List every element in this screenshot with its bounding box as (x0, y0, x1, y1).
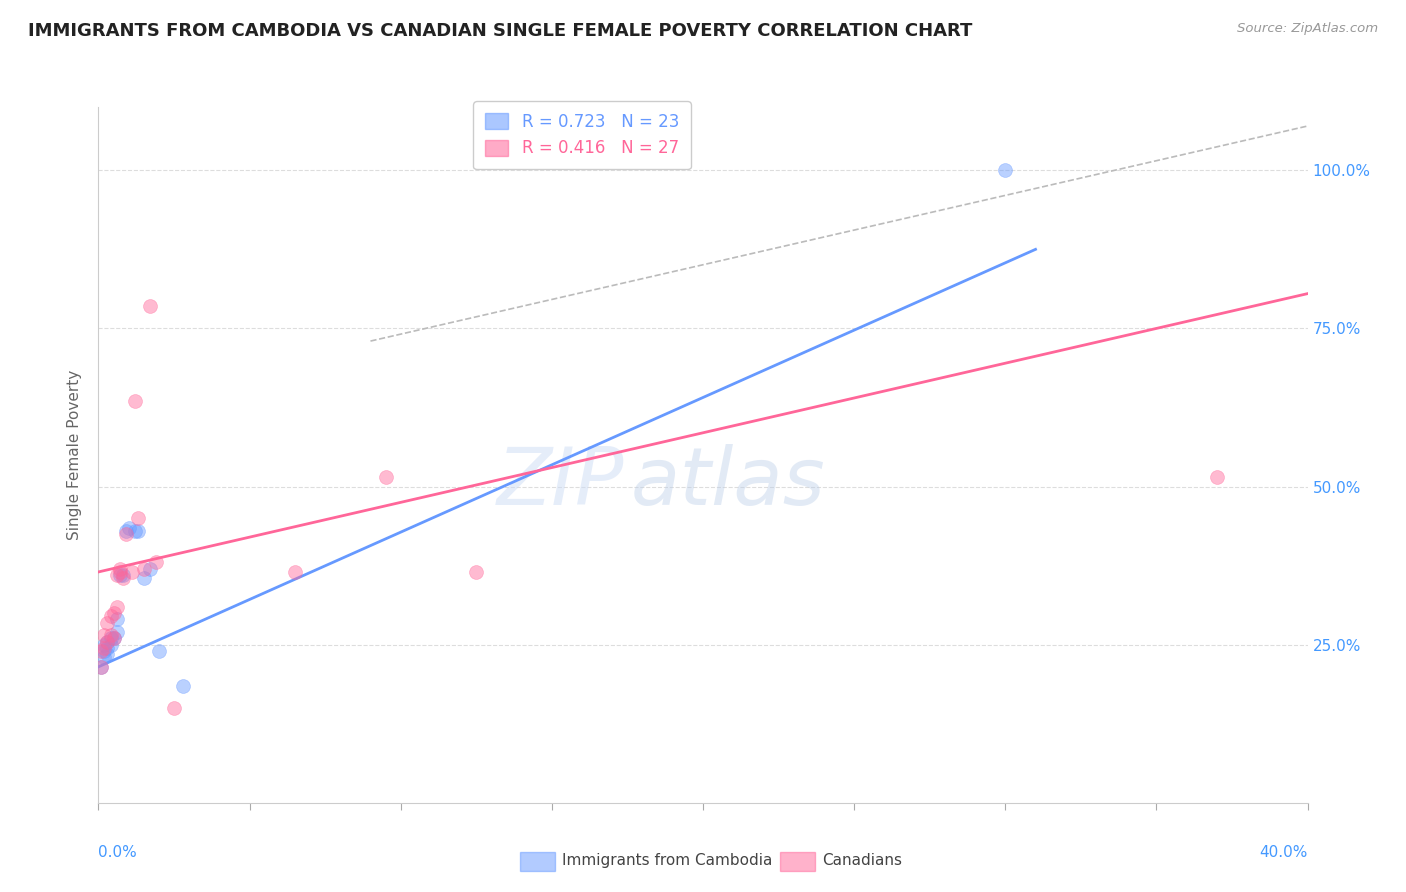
Text: Canadians: Canadians (823, 854, 903, 868)
Point (114, 527, 136, 541)
Point (111, 568, 134, 582)
Point (105, 612, 128, 626)
Point (93, 638, 115, 652)
Point (124, 524, 146, 538)
Point (90, 660, 112, 674)
Point (90, 660, 112, 674)
Point (100, 632, 122, 646)
Point (139, 562, 162, 576)
Point (465, 565, 488, 579)
Point (172, 679, 194, 693)
Point (105, 568, 128, 582)
Text: 0.0%: 0.0% (98, 845, 138, 860)
Point (111, 571, 134, 585)
Point (127, 524, 149, 538)
Point (96, 640, 118, 655)
Text: Immigrants from Cambodia: Immigrants from Cambodia (562, 854, 773, 868)
Point (100, 638, 122, 652)
Point (105, 625, 128, 640)
Point (284, 565, 307, 579)
Point (96, 634, 118, 648)
Point (108, 568, 131, 582)
Point (132, 562, 155, 576)
Point (96, 647, 118, 661)
Point (374, 470, 396, 484)
Point (103, 632, 125, 646)
Point (1206, 470, 1229, 484)
Point (108, 562, 131, 576)
Point (105, 599, 128, 614)
Point (127, 511, 149, 525)
Point (994, 163, 1017, 178)
Point (118, 521, 141, 535)
Y-axis label: Single Female Poverty: Single Female Poverty (67, 370, 83, 540)
Point (121, 565, 143, 579)
Text: Source: ZipAtlas.com: Source: ZipAtlas.com (1237, 22, 1378, 36)
Point (93, 628, 115, 642)
Text: ZIP: ZIP (498, 443, 624, 522)
Point (96, 634, 118, 648)
Point (93, 644, 115, 658)
Point (108, 565, 131, 579)
Point (148, 644, 170, 658)
Point (90, 644, 112, 658)
Point (100, 609, 122, 624)
Text: IMMIGRANTS FROM CAMBODIA VS CANADIAN SINGLE FEMALE POVERTY CORRELATION CHART: IMMIGRANTS FROM CAMBODIA VS CANADIAN SIN… (28, 22, 973, 40)
Point (93, 640, 115, 655)
Text: 40.0%: 40.0% (1260, 845, 1308, 860)
Point (124, 394, 146, 409)
Text: atlas: atlas (630, 443, 825, 522)
Point (100, 628, 122, 642)
Point (96, 615, 118, 630)
Point (103, 632, 125, 646)
Point (103, 606, 125, 620)
Point (145, 556, 167, 570)
Point (139, 299, 162, 313)
Legend: R = 0.723   N = 23, R = 0.416   N = 27: R = 0.723 N = 23, R = 0.416 N = 27 (474, 102, 690, 169)
Point (114, 524, 136, 538)
Point (163, 701, 186, 715)
Point (132, 571, 155, 585)
Point (93, 650, 115, 665)
